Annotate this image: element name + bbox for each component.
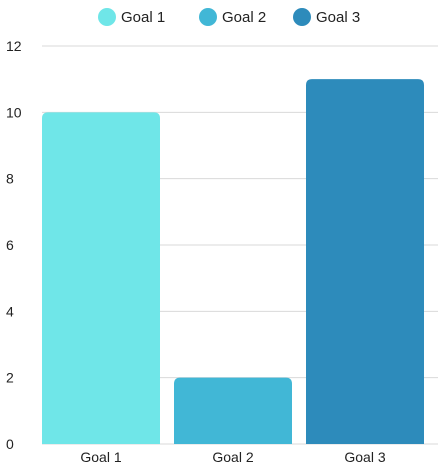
y-tick-label-2: 4: [6, 303, 14, 319]
y-tick-label-1: 2: [6, 370, 14, 386]
legend-swatch-2: [293, 8, 311, 26]
y-tick-label-4: 8: [6, 171, 14, 187]
legend-label-0: Goal 1: [121, 9, 165, 26]
bar-goal-3: [306, 79, 424, 445]
x-tick-label-1: Goal 2: [212, 449, 253, 465]
bar-goal-1: [42, 112, 160, 444]
y-tick-label-3: 6: [6, 237, 14, 253]
y-tick-label-6: 12: [6, 38, 22, 54]
y-tick-label-0: 0: [6, 436, 14, 452]
legend-label-2: Goal 3: [316, 9, 360, 26]
legend-swatch-1: [199, 8, 217, 26]
y-tick-label-5: 10: [6, 104, 22, 120]
x-tick-label-0: Goal 1: [80, 449, 121, 465]
bar-goal-2: [174, 377, 292, 444]
legend-swatch-0: [98, 8, 116, 26]
x-tick-label-2: Goal 3: [344, 449, 385, 465]
legend-label-1: Goal 2: [222, 9, 266, 26]
